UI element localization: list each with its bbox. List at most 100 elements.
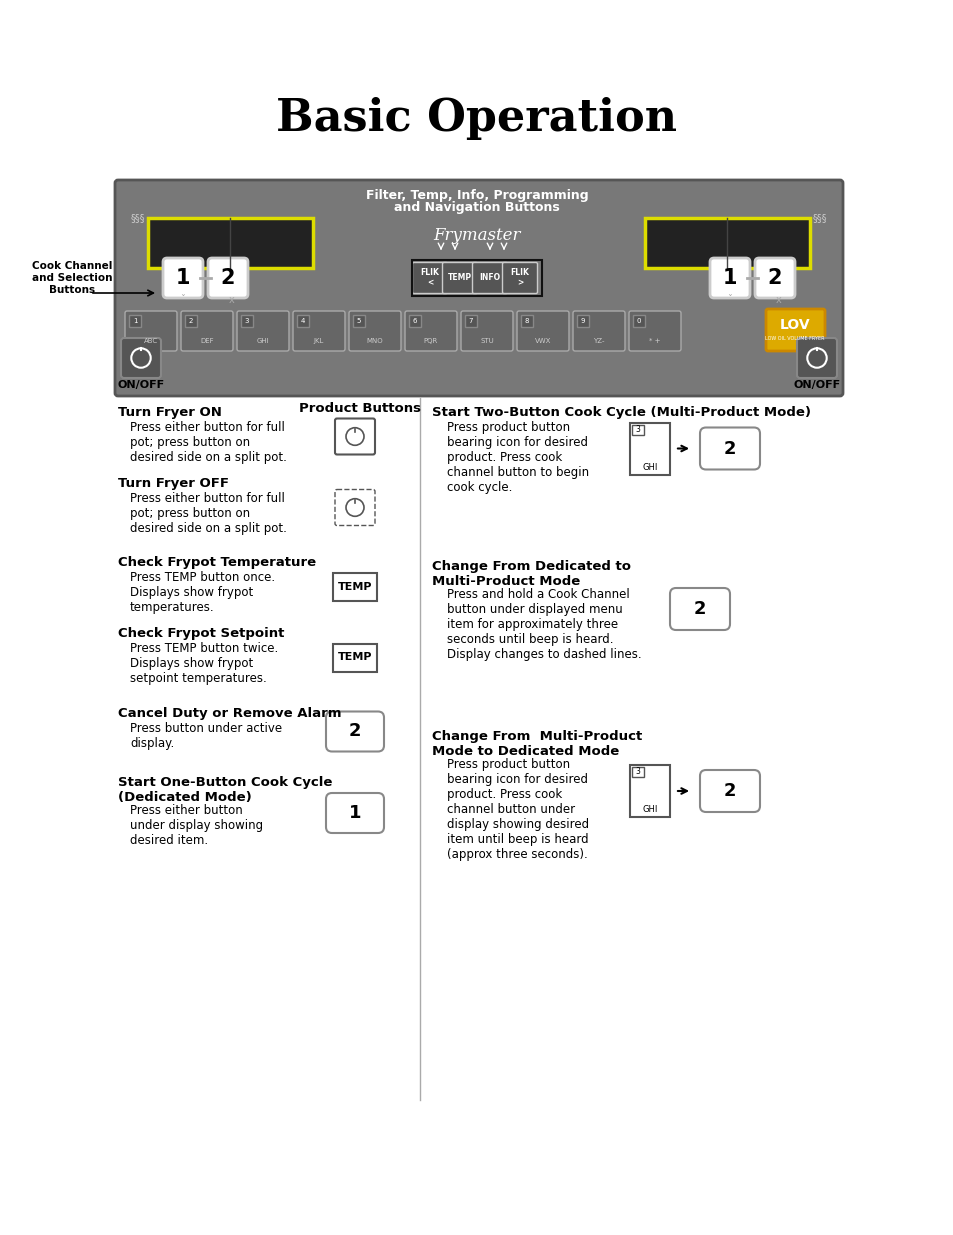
FancyBboxPatch shape [669, 588, 729, 630]
Text: Press button under active
display.: Press button under active display. [130, 722, 282, 750]
FancyBboxPatch shape [181, 311, 233, 351]
Text: 1: 1 [349, 804, 361, 823]
FancyBboxPatch shape [293, 311, 345, 351]
Bar [631, 767, 643, 777]
Text: 2: 2 [723, 440, 736, 457]
Text: PQR: PQR [423, 338, 437, 345]
Text: TEMP: TEMP [448, 273, 472, 283]
FancyBboxPatch shape [796, 338, 836, 378]
Text: ABC: ABC [144, 338, 158, 345]
Text: GHI: GHI [641, 463, 657, 472]
FancyBboxPatch shape [700, 769, 760, 811]
Text: Basic Operation: Basic Operation [276, 96, 677, 140]
Text: STU: STU [479, 338, 494, 345]
FancyBboxPatch shape [405, 311, 456, 351]
Text: * +: * + [649, 338, 660, 345]
Text: Press either button for full
pot; press button on
desired side on a split pot.: Press either button for full pot; press … [130, 421, 287, 464]
FancyBboxPatch shape [115, 180, 842, 396]
Text: TEMP: TEMP [337, 652, 372, 662]
Text: Press product button
bearing icon for desired
product. Press cook
channel button: Press product button bearing icon for de… [447, 421, 589, 494]
Bar [520, 315, 533, 327]
Bar [333, 643, 376, 672]
Bar [185, 315, 196, 327]
Text: Turn Fryer ON: Turn Fryer ON [118, 406, 222, 419]
Text: x: x [776, 295, 781, 305]
Text: Filter, Temp, Info, Programming: Filter, Temp, Info, Programming [365, 189, 588, 203]
Text: VWX: VWX [535, 338, 551, 345]
Text: 8: 8 [524, 317, 529, 324]
Text: 1: 1 [132, 317, 137, 324]
Bar [333, 573, 376, 600]
Text: YZ-: YZ- [593, 338, 604, 345]
Text: 7: 7 [468, 317, 473, 324]
Text: Cancel Duty or Remove Alarm: Cancel Duty or Remove Alarm [118, 706, 341, 720]
Text: JKL: JKL [314, 338, 324, 345]
Text: §§§: §§§ [131, 212, 145, 224]
Text: Cook Channel
and Selection
Buttons: Cook Channel and Selection Buttons [31, 262, 112, 295]
Bar [633, 315, 644, 327]
Text: Press TEMP button once.
Displays show frypot
temperatures.: Press TEMP button once. Displays show fr… [130, 571, 274, 614]
Bar [353, 315, 365, 327]
Text: ON/OFF: ON/OFF [117, 380, 164, 390]
Text: 5: 5 [356, 317, 361, 324]
FancyBboxPatch shape [709, 258, 749, 298]
Text: x: x [229, 295, 234, 305]
Bar [129, 315, 141, 327]
Text: FLIK
<: FLIK < [420, 268, 439, 288]
Text: 2: 2 [723, 782, 736, 800]
Text: LOV: LOV [779, 317, 809, 332]
Text: 0: 0 [636, 317, 640, 324]
Bar [409, 315, 420, 327]
Text: 3: 3 [245, 317, 249, 324]
Text: GHI: GHI [641, 805, 657, 815]
Text: GHI: GHI [256, 338, 269, 345]
FancyBboxPatch shape [236, 311, 289, 351]
FancyBboxPatch shape [442, 263, 477, 294]
Text: INFO: INFO [479, 273, 500, 283]
Text: 2: 2 [349, 722, 361, 741]
Text: 9: 9 [580, 317, 584, 324]
Bar [631, 425, 643, 435]
Text: 2: 2 [693, 600, 705, 618]
Text: Change From  Multi-Product
Mode to Dedicated Mode: Change From Multi-Product Mode to Dedica… [432, 730, 641, 758]
Text: Start One-Button Cook Cycle
(Dedicated Mode): Start One-Button Cook Cycle (Dedicated M… [118, 776, 332, 804]
Bar [241, 315, 253, 327]
FancyBboxPatch shape [754, 258, 794, 298]
Text: Start Two-Button Cook Cycle (Multi-Product Mode): Start Two-Button Cook Cycle (Multi-Produ… [432, 406, 810, 419]
Text: LOW OIL VOLUME FRYER: LOW OIL VOLUME FRYER [764, 336, 824, 342]
FancyBboxPatch shape [121, 338, 161, 378]
Text: DEF: DEF [200, 338, 213, 345]
Text: Press either button
under display showing
desired item.: Press either button under display showin… [130, 804, 263, 847]
FancyBboxPatch shape [765, 309, 824, 351]
FancyBboxPatch shape [502, 263, 537, 294]
FancyBboxPatch shape [335, 489, 375, 526]
Text: Press TEMP button twice.
Displays show frypot
setpoint temperatures.: Press TEMP button twice. Displays show f… [130, 642, 278, 685]
FancyBboxPatch shape [412, 263, 447, 294]
Text: ˇ: ˇ [180, 295, 185, 305]
FancyBboxPatch shape [628, 311, 680, 351]
Text: ˇ: ˇ [727, 295, 732, 305]
Bar [629, 764, 669, 818]
Bar [148, 219, 313, 268]
Text: FLIK
>: FLIK > [510, 268, 529, 288]
Bar [120, 185, 837, 215]
Bar [577, 315, 588, 327]
Bar [644, 219, 809, 268]
Text: 1: 1 [175, 268, 190, 288]
Text: Product Buttons: Product Buttons [298, 403, 420, 415]
Text: Turn Fryer OFF: Turn Fryer OFF [118, 477, 229, 490]
Text: Change From Dedicated to
Multi-Product Mode: Change From Dedicated to Multi-Product M… [432, 559, 630, 588]
FancyBboxPatch shape [326, 793, 384, 832]
Text: Press and hold a Cook Channel
button under displayed menu
item for approximately: Press and hold a Cook Channel button und… [447, 588, 641, 661]
Bar [629, 422, 669, 474]
Text: 1: 1 [722, 268, 737, 288]
FancyBboxPatch shape [349, 311, 400, 351]
Text: 3: 3 [635, 425, 639, 433]
Text: 2: 2 [220, 268, 235, 288]
FancyBboxPatch shape [125, 311, 177, 351]
Text: §§§: §§§ [812, 212, 826, 224]
FancyBboxPatch shape [326, 711, 384, 752]
Text: Check Frypot Temperature: Check Frypot Temperature [118, 556, 315, 569]
Bar [296, 315, 309, 327]
Text: 2: 2 [767, 268, 781, 288]
